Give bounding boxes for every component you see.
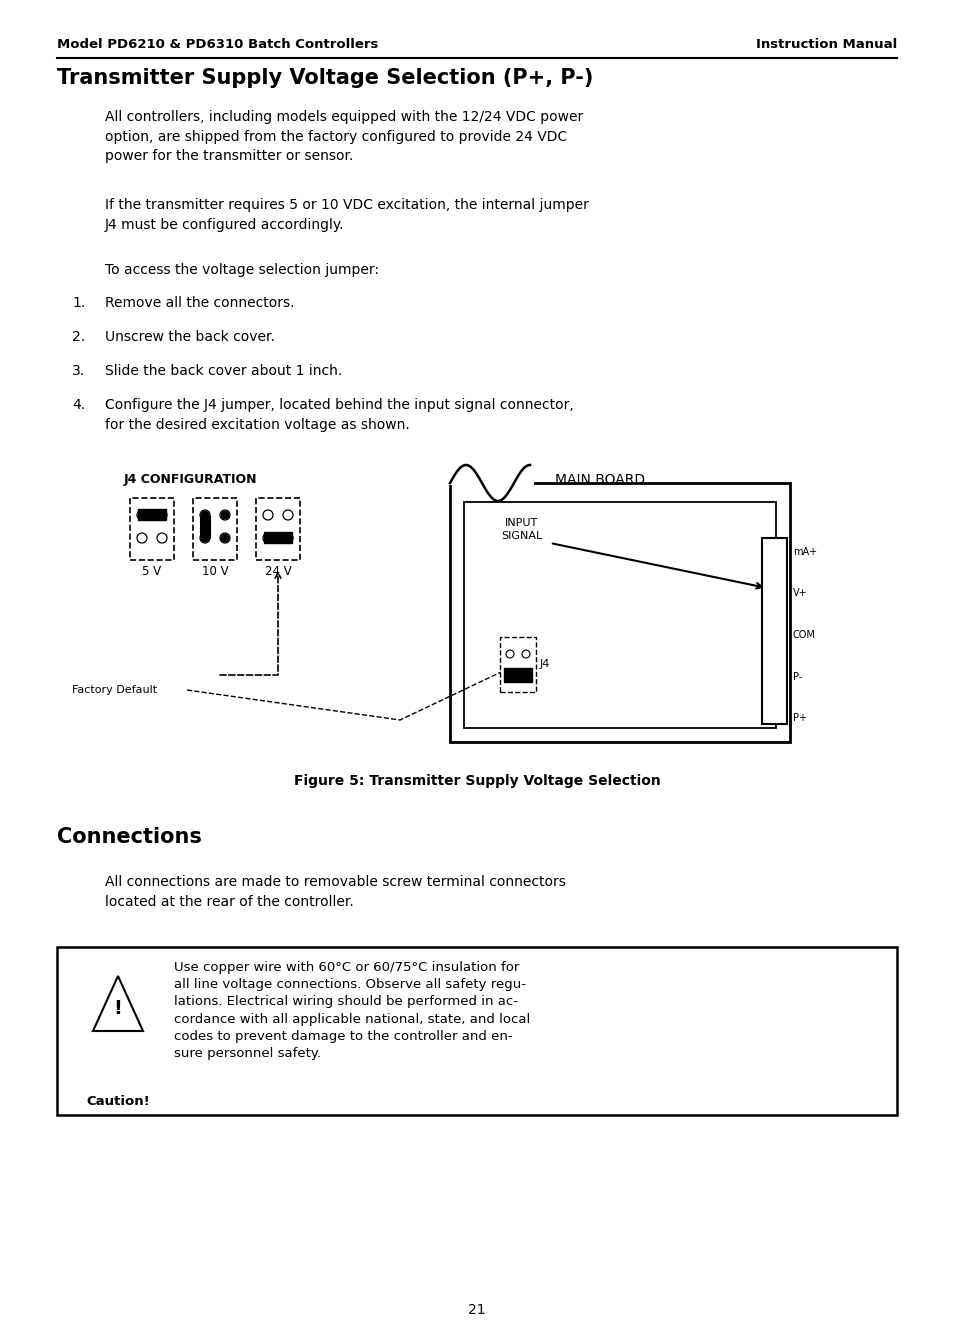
Text: 24 V: 24 V: [264, 565, 291, 578]
Circle shape: [138, 512, 146, 518]
Circle shape: [263, 510, 273, 520]
Text: Model PD6210 & PD6310 Batch Controllers: Model PD6210 & PD6310 Batch Controllers: [57, 37, 378, 51]
Circle shape: [137, 510, 147, 520]
Text: All controllers, including models equipped with the 12/24 VDC power
option, are : All controllers, including models equipp…: [105, 110, 582, 163]
Text: MAIN BOARD: MAIN BOARD: [555, 473, 644, 488]
Text: 4.: 4.: [71, 398, 85, 411]
Text: All connections are made to removable screw terminal connectors
located at the r: All connections are made to removable sc…: [105, 875, 565, 908]
Circle shape: [158, 512, 165, 518]
Circle shape: [505, 671, 514, 679]
Polygon shape: [92, 977, 143, 1031]
Text: J4 CONFIGURATION: J4 CONFIGURATION: [123, 473, 256, 486]
Bar: [193, 498, 236, 560]
Text: J4: J4: [539, 659, 550, 669]
Text: P-: P-: [792, 672, 801, 681]
Circle shape: [221, 534, 229, 542]
Text: P+: P+: [792, 713, 806, 723]
Bar: [503, 668, 532, 681]
Circle shape: [220, 533, 230, 542]
Circle shape: [200, 533, 210, 542]
Circle shape: [137, 533, 147, 542]
Circle shape: [521, 651, 530, 659]
Text: Transmitter Supply Voltage Selection (P+, P-): Transmitter Supply Voltage Selection (P+…: [57, 68, 593, 88]
Circle shape: [505, 651, 514, 659]
Text: !: !: [113, 999, 122, 1018]
Text: To access the voltage selection jumper:: To access the voltage selection jumper:: [105, 263, 378, 277]
Text: 21: 21: [468, 1303, 485, 1317]
Circle shape: [506, 672, 513, 679]
Text: Configure the J4 jumper, located behind the input signal connector,
for the desi: Configure the J4 jumper, located behind …: [105, 398, 573, 432]
Text: Remove all the connectors.: Remove all the connectors.: [105, 297, 294, 310]
Circle shape: [521, 671, 530, 679]
Text: If the transmitter requires 5 or 10 VDC excitation, the internal jumper
J4 must : If the transmitter requires 5 or 10 VDC …: [105, 198, 588, 231]
Text: Caution!: Caution!: [86, 1096, 150, 1108]
Text: 2.: 2.: [71, 330, 85, 343]
Bar: [499, 637, 536, 692]
Circle shape: [220, 510, 230, 520]
Circle shape: [283, 533, 293, 542]
Bar: [130, 498, 173, 560]
Bar: [57, 947, 896, 1116]
Circle shape: [283, 510, 293, 520]
Text: Figure 5: Transmitter Supply Voltage Selection: Figure 5: Transmitter Supply Voltage Sel…: [294, 774, 659, 788]
Circle shape: [221, 512, 229, 518]
Text: 10 V: 10 V: [201, 565, 228, 578]
Bar: [264, 532, 292, 542]
Circle shape: [522, 672, 529, 679]
Bar: [255, 498, 299, 560]
Circle shape: [201, 534, 209, 542]
Bar: [450, 484, 789, 741]
Text: COM: COM: [792, 631, 815, 640]
Circle shape: [263, 533, 273, 542]
Circle shape: [284, 534, 292, 541]
Circle shape: [200, 510, 210, 520]
Text: Use copper wire with 60°C or 60/75°C insulation for
all line voltage connections: Use copper wire with 60°C or 60/75°C ins…: [173, 961, 530, 1059]
Bar: [761, 538, 786, 724]
Text: V+: V+: [792, 588, 807, 599]
Text: Slide the back cover about 1 inch.: Slide the back cover about 1 inch.: [105, 363, 342, 378]
Bar: [138, 509, 166, 520]
Circle shape: [157, 510, 167, 520]
Circle shape: [264, 534, 272, 541]
Circle shape: [201, 512, 209, 518]
Text: Connections: Connections: [57, 827, 202, 847]
Text: INPUT
SIGNAL: INPUT SIGNAL: [501, 518, 542, 541]
Text: 5 V: 5 V: [142, 565, 161, 578]
Text: 3.: 3.: [71, 363, 85, 378]
Text: Unscrew the back cover.: Unscrew the back cover.: [105, 330, 274, 343]
Text: Instruction Manual: Instruction Manual: [755, 37, 896, 51]
Bar: [463, 502, 775, 728]
Text: mA+: mA+: [792, 546, 817, 557]
Text: Factory Default: Factory Default: [71, 685, 157, 695]
Text: 1.: 1.: [71, 297, 85, 310]
Circle shape: [157, 533, 167, 542]
